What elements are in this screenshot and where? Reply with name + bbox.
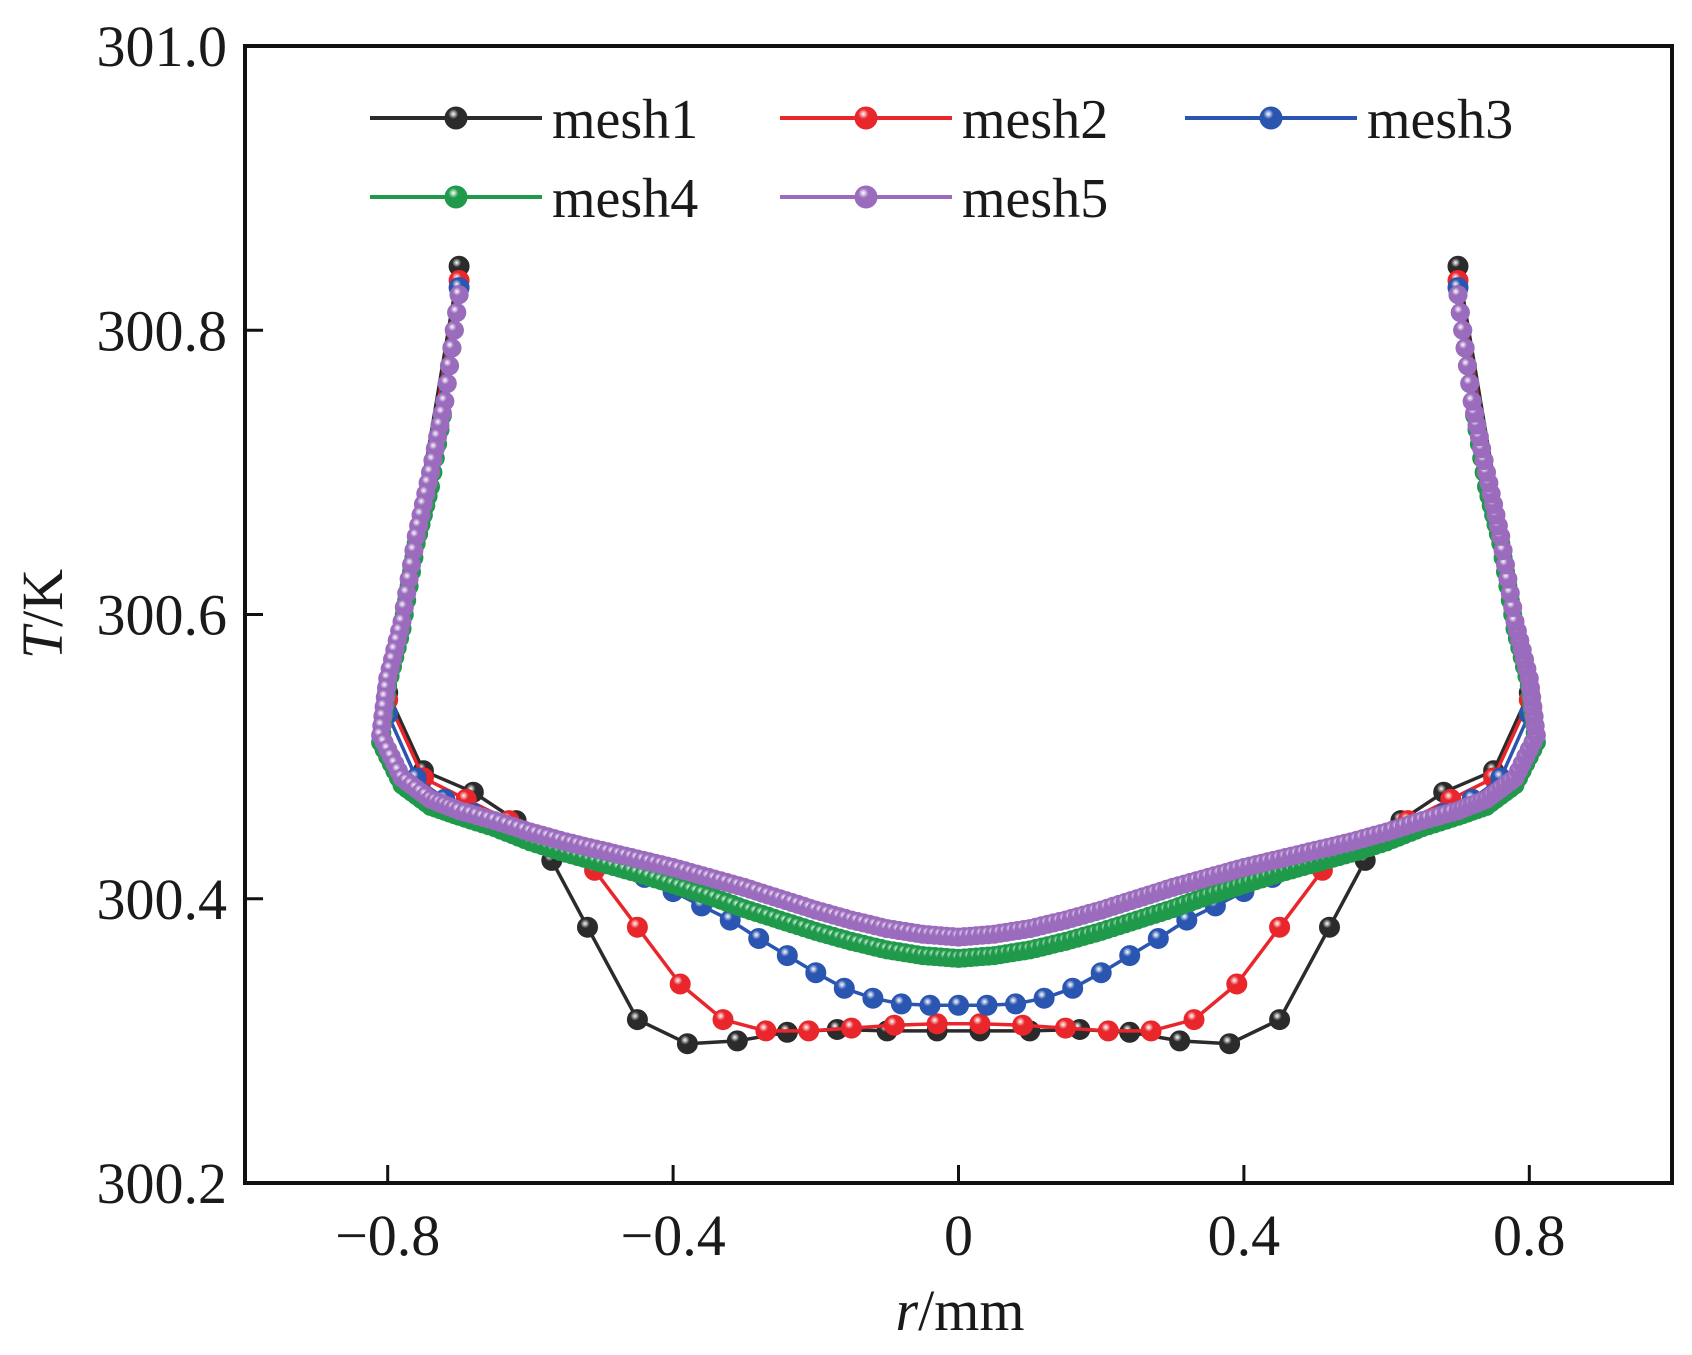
data-point-mesh2 (1097, 1020, 1119, 1042)
data-point-mesh3 (776, 945, 798, 967)
data-point-mesh1 (726, 1030, 748, 1052)
legend-label: mesh2 (962, 89, 1108, 151)
data-point-mesh2 (841, 1017, 862, 1039)
data-point-mesh1 (1319, 916, 1340, 938)
legend-item-mesh5: mesh5 (780, 168, 1108, 230)
legend-item-mesh3: mesh3 (1185, 89, 1513, 151)
data-point-mesh3 (805, 962, 827, 984)
data-point-mesh3 (1119, 945, 1141, 967)
y-axis-title-unit: /K (10, 569, 75, 627)
data-point-mesh5 (440, 356, 459, 376)
data-point-mesh2 (1012, 1014, 1034, 1036)
series-layer (371, 255, 1546, 1055)
data-point-mesh5 (1450, 303, 1470, 322)
legend-swatch-marker (854, 185, 878, 209)
x-axis-title: r/mm (896, 1278, 1025, 1343)
data-point-mesh2 (1140, 1020, 1162, 1042)
y-axis: 300.2 300.4 300.6 300.8 301.0 (97, 14, 263, 1216)
data-point-mesh2 (626, 916, 648, 938)
y-tick-label: 300.6 (97, 583, 228, 648)
x-tick-label: −0.8 (335, 1203, 440, 1268)
data-point-mesh2 (1183, 1009, 1205, 1031)
x-tick-label: 0.8 (1493, 1203, 1566, 1268)
data-point-mesh2 (926, 1013, 948, 1035)
data-point-mesh3 (919, 994, 941, 1016)
data-point-mesh5 (1448, 285, 1468, 305)
data-point-mesh5 (1453, 320, 1473, 340)
data-point-mesh3 (1090, 962, 1112, 984)
x-tick-label: −0.4 (620, 1203, 725, 1268)
data-point-mesh2 (712, 1009, 734, 1031)
data-point-mesh3 (948, 994, 969, 1016)
data-point-mesh5 (1455, 338, 1475, 358)
data-point-mesh1 (1219, 1033, 1241, 1055)
legend-item-mesh2: mesh2 (780, 89, 1108, 151)
y-tick-label: 300.4 (97, 867, 228, 932)
series-mesh3 (377, 277, 1540, 1016)
data-point-mesh2 (798, 1020, 820, 1042)
y-axis-title: T/K (10, 569, 75, 659)
legend-swatch-marker (444, 185, 468, 209)
legend-swatch-marker (444, 106, 468, 130)
y-tick-label: 300.8 (97, 298, 228, 363)
data-point-mesh5 (447, 303, 467, 322)
legend-label: mesh4 (552, 168, 698, 230)
data-point-mesh1 (1169, 1030, 1191, 1052)
legend-label: mesh1 (552, 89, 698, 151)
y-axis-title-var: T (10, 623, 75, 659)
x-axis-title-unit: /mm (918, 1278, 1024, 1343)
data-point-mesh2 (1269, 916, 1291, 938)
data-point-mesh5 (437, 374, 457, 393)
legend-swatch-marker (854, 106, 878, 130)
data-point-mesh3 (1033, 987, 1055, 1009)
data-point-mesh3 (1147, 928, 1169, 949)
data-point-mesh5 (1460, 374, 1480, 393)
series-mesh2 (377, 270, 1540, 1042)
series-mesh5 (371, 285, 1546, 947)
legend: mesh1 mesh2 mesh3 mesh4 mesh5 (370, 89, 1513, 230)
data-point-mesh1 (626, 1009, 648, 1031)
y-tick-label: 300.2 (97, 1151, 228, 1216)
data-point-mesh2 (1226, 973, 1248, 995)
data-point-mesh1 (577, 916, 598, 938)
data-point-mesh1 (1269, 1009, 1291, 1031)
data-point-mesh2 (883, 1014, 905, 1036)
legend-item-mesh1: mesh1 (370, 89, 698, 151)
data-point-mesh5 (1462, 391, 1482, 411)
data-point-mesh5 (444, 320, 464, 340)
data-point-mesh2 (669, 973, 691, 995)
data-point-mesh3 (976, 994, 998, 1016)
x-axis-title-var: r (896, 1278, 919, 1343)
data-point-mesh5 (1458, 356, 1477, 376)
data-point-mesh3 (1062, 977, 1084, 999)
legend-swatch-marker (1259, 106, 1283, 130)
y-tick-label: 301.0 (97, 14, 228, 79)
data-point-mesh1 (676, 1033, 698, 1055)
legend-label: mesh5 (962, 168, 1108, 230)
data-point-mesh3 (1005, 993, 1027, 1015)
data-point-mesh3 (748, 928, 770, 949)
legend-item-mesh4: mesh4 (370, 168, 698, 230)
series-line-mesh1 (385, 266, 1532, 1046)
series-line-mesh3 (385, 287, 1532, 1008)
data-point-mesh3 (890, 993, 912, 1015)
data-point-mesh2 (969, 1013, 991, 1035)
x-tick-label: 0 (944, 1203, 973, 1268)
data-point-mesh3 (862, 987, 884, 1009)
data-point-mesh2 (1055, 1017, 1076, 1039)
data-point-mesh5 (449, 285, 469, 305)
series-line-mesh2 (385, 280, 1532, 1033)
x-tick-label: 0.4 (1208, 1203, 1281, 1268)
data-point-mesh5 (442, 338, 462, 358)
x-axis: −0.8 −0.4 0 0.4 0.8 (335, 1165, 1566, 1268)
legend-label: mesh3 (1367, 89, 1513, 151)
data-point-mesh3 (833, 977, 855, 999)
data-point-mesh2 (755, 1020, 777, 1042)
